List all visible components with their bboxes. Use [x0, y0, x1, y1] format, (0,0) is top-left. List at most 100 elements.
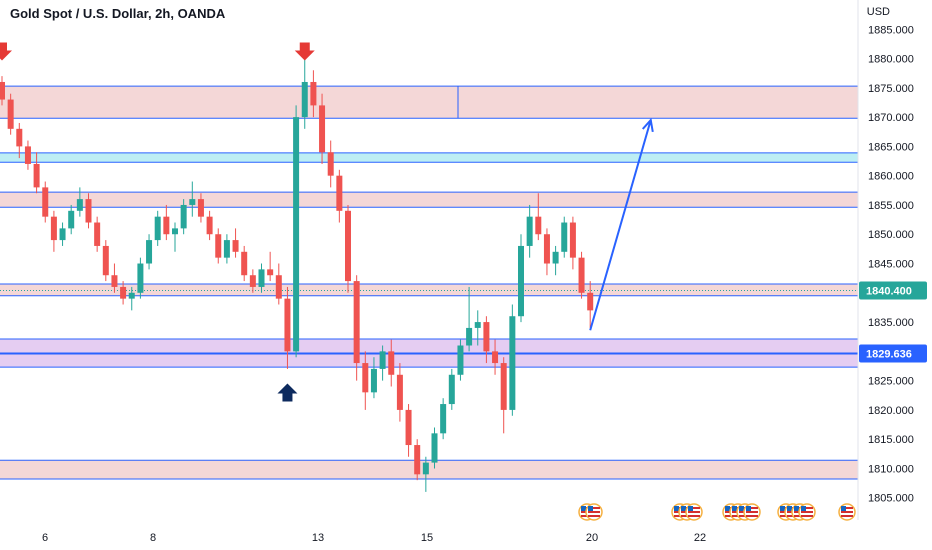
- y-tick-label: 1805.000: [868, 493, 914, 505]
- candle-body: [526, 216, 533, 246]
- candles-layer: [0, 58, 594, 492]
- y-tick-label: 1820.000: [868, 405, 914, 417]
- y-tick-label: 1860.000: [868, 171, 914, 183]
- candle-body: [137, 263, 144, 293]
- candle-body: [128, 292, 135, 299]
- candle-body: [362, 363, 369, 393]
- candle-body: [120, 286, 127, 299]
- candle-body: [483, 322, 490, 352]
- candle-body: [293, 117, 300, 352]
- candle-body: [327, 152, 334, 176]
- candle-body: [552, 251, 559, 264]
- candle-body: [94, 222, 101, 246]
- zone-resistance-mid: [0, 192, 858, 208]
- candle-body: [492, 351, 499, 364]
- y-tick-label: 1825.000: [868, 376, 914, 388]
- y-tick-label: 1845.000: [868, 259, 914, 271]
- candle-body: [76, 199, 83, 211]
- x-tick-label: 8: [150, 532, 156, 544]
- y-tick-label: 1870.000: [868, 112, 914, 124]
- candle-body: [85, 199, 92, 223]
- candle-body: [561, 222, 568, 252]
- zone-current-band: [0, 284, 858, 296]
- candle-body: [535, 216, 542, 235]
- event-icons: [578, 503, 856, 521]
- candle-body: [310, 81, 317, 106]
- us-flag-icon: [685, 503, 703, 521]
- y-tick-label: 1810.000: [868, 463, 914, 475]
- y-tick-label: 1875.000: [868, 83, 914, 95]
- candle-body: [440, 404, 447, 434]
- candle-body: [172, 228, 178, 235]
- y-tick-label: 1835.000: [868, 317, 914, 329]
- last-price-label: 1840.400: [866, 285, 912, 297]
- candle-body: [319, 105, 326, 153]
- y-tick-label: 1880.000: [868, 54, 914, 66]
- candle-body: [587, 292, 594, 311]
- candle-body: [189, 199, 196, 205]
- candle-body: [241, 251, 248, 276]
- candle-body: [42, 187, 49, 217]
- candle-body: [353, 281, 360, 364]
- candle-body: [578, 257, 585, 293]
- zones-layer: [0, 85, 858, 480]
- candle-body: [111, 275, 118, 287]
- candle-body: [500, 363, 507, 410]
- candle-body: [569, 222, 576, 258]
- x-tick-label: 15: [421, 532, 433, 544]
- candle-body: [197, 199, 204, 217]
- zone-resistance-top: [0, 86, 858, 119]
- candle-body: [422, 462, 429, 475]
- us-flag-icon: [838, 503, 856, 521]
- projection-layer: [589, 117, 654, 331]
- x-tick-label: 13: [312, 532, 324, 544]
- candle-body: [405, 409, 412, 446]
- us-flag-icon: [585, 503, 603, 521]
- navy-arrow-up: [277, 383, 298, 402]
- candle-body: [267, 269, 274, 276]
- marker-price-label: 1829.636: [866, 348, 912, 360]
- candle-body: [345, 210, 351, 282]
- last-price-label-bg: [859, 281, 927, 300]
- candle-body: [388, 351, 395, 375]
- us-flag-icon: [798, 503, 816, 521]
- currency-label: USD: [866, 6, 890, 18]
- red-arrow-down: [0, 42, 12, 61]
- zone-support-bottom: [0, 460, 858, 480]
- projection-line: [589, 119, 652, 331]
- y-tick-label: 1850.000: [868, 229, 914, 241]
- candle-body: [102, 245, 109, 276]
- candle-body: [232, 240, 239, 252]
- candle-body: [154, 216, 161, 241]
- x-tick-label: 20: [586, 532, 598, 544]
- y-tick-label: 1885.000: [868, 24, 914, 36]
- candle-body: [518, 245, 524, 317]
- price-labels: 1840.400 1829.636: [859, 281, 927, 363]
- candle-body: [543, 234, 550, 264]
- candle-body: [0, 81, 5, 100]
- candle-body: [336, 175, 343, 211]
- candle-body: [258, 269, 265, 287]
- candle-body: [284, 298, 291, 352]
- zone-cyan-band: [0, 152, 858, 163]
- candle-body: [215, 234, 222, 258]
- candle-body: [249, 275, 256, 287]
- candle-body: [33, 163, 40, 188]
- x-axis: 6 8 13 15 20 22: [42, 532, 706, 544]
- candle-body: [301, 81, 308, 118]
- y-tick-label: 1855.000: [868, 200, 914, 212]
- chart-title: Gold Spot / U.S. Dollar, 2h, OANDA: [10, 6, 226, 21]
- candle-body: [474, 322, 481, 328]
- x-tick-label: 6: [42, 532, 48, 544]
- candle-body: [448, 374, 455, 405]
- candle-body: [16, 128, 23, 147]
- candle-body: [457, 345, 464, 375]
- marker-price-label-bg: [859, 344, 927, 363]
- candle-body: [414, 445, 421, 475]
- projection-arrowhead: [641, 117, 654, 133]
- markers-layer: [0, 42, 315, 402]
- candle-body: [379, 351, 386, 369]
- candle-body: [24, 146, 31, 164]
- candle-body: [68, 210, 75, 229]
